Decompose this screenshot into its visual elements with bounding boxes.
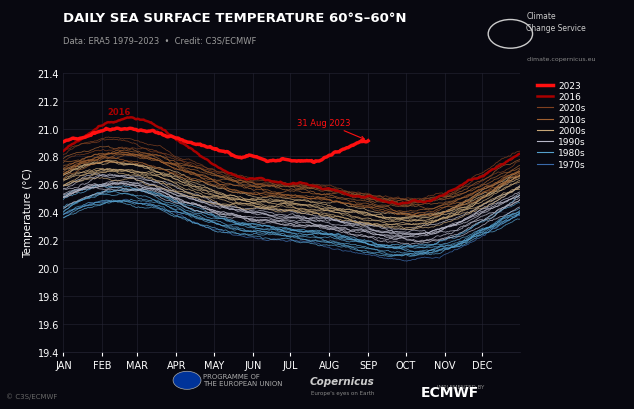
Text: ECMWF: ECMWF — [421, 385, 479, 399]
Text: DAILY SEA SURFACE TEMPERATURE 60°S–60°N: DAILY SEA SURFACE TEMPERATURE 60°S–60°N — [63, 12, 407, 25]
Text: climate.copernicus.eu: climate.copernicus.eu — [526, 57, 596, 62]
Y-axis label: Temperature (°C): Temperature (°C) — [23, 168, 34, 258]
Text: 31 Aug 2023: 31 Aug 2023 — [297, 119, 365, 140]
Text: Data: ERA5 1979–2023  •  Credit: C3S/ECMWF: Data: ERA5 1979–2023 • Credit: C3S/ECMWF — [63, 37, 257, 46]
Text: Climate
Change Service: Climate Change Service — [526, 12, 586, 33]
Text: Copernicus: Copernicus — [310, 377, 375, 387]
Text: PROGRAMME OF
THE EUROPEAN UNION: PROGRAMME OF THE EUROPEAN UNION — [203, 373, 282, 387]
Legend: 2023, 2016, 2020s, 2010s, 2000s, 1990s, 1980s, 1970s: 2023, 2016, 2020s, 2010s, 2000s, 1990s, … — [534, 78, 589, 173]
Text: 2016: 2016 — [108, 108, 131, 117]
Text: © C3S/ECMWF: © C3S/ECMWF — [6, 392, 58, 399]
Text: IMPLEMENTED BY: IMPLEMENTED BY — [437, 384, 485, 389]
Text: Europe's eyes on Earth: Europe's eyes on Earth — [311, 390, 374, 395]
